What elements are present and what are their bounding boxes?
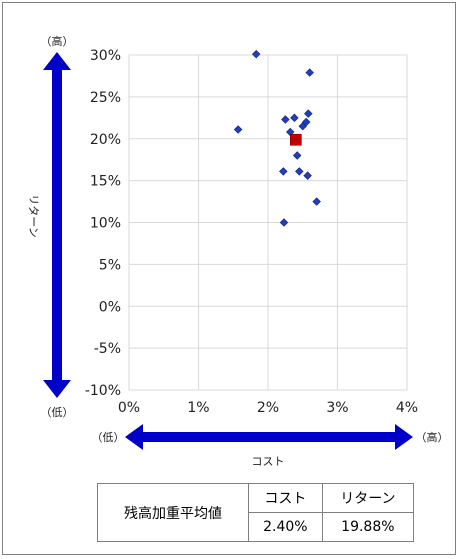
summary-return-header: リターン <box>321 483 415 513</box>
data-point-diamond <box>312 197 321 206</box>
summary-row-label: 残高加重平均値 <box>97 483 249 542</box>
y-axis-label: リターン <box>27 194 40 237</box>
data-point-diamond <box>279 218 289 227</box>
y-tick-label: 5% <box>99 257 121 273</box>
x-tick-labels: 0% 1% 2% 3% 4% <box>118 400 418 416</box>
x-tick-label: 4% <box>396 400 418 416</box>
summary-cost-header: コスト <box>248 483 323 513</box>
y-tick-label: -5% <box>94 341 121 357</box>
data-point-diamond <box>303 171 312 180</box>
scatter-chart: 30% 25% 20% 15% 10% 5% 0% -5% -10% 0% 1% 2% 3% 4% （高… <box>27 34 449 468</box>
summary-return-value: 19.88% <box>321 512 415 542</box>
y-tick-label: 30% <box>90 48 121 64</box>
x-tick-label: 0% <box>118 400 140 416</box>
return-high-label: （高） <box>41 34 74 48</box>
x-tick-label: 3% <box>326 400 348 416</box>
cost-high-label: （高） <box>416 430 449 444</box>
data-point-diamond <box>233 125 243 134</box>
data-points <box>233 49 321 227</box>
y-tick-label: 10% <box>90 216 121 232</box>
x-tick-label: 2% <box>257 400 279 416</box>
y-tick-label: 0% <box>99 299 121 315</box>
cost-axis-arrow <box>125 424 413 450</box>
cost-low-label: （低） <box>92 431 125 444</box>
weighted-average-point <box>289 133 302 146</box>
data-point-diamond <box>281 115 290 124</box>
grid <box>128 54 408 391</box>
chart-frame <box>2 2 456 555</box>
summary-cost-value: 2.40% <box>248 512 323 542</box>
x-axis-label: コスト <box>252 455 285 468</box>
y-tick-label: -10% <box>85 383 121 399</box>
y-tick-labels: 30% 25% 20% 15% 10% 5% 0% -5% -10% <box>85 48 121 399</box>
data-point-diamond <box>251 49 261 59</box>
y-tick-label: 20% <box>90 132 121 148</box>
data-point-diamond <box>304 109 313 118</box>
y-tick-label: 25% <box>90 90 121 106</box>
summary-table: 残高加重平均値 コスト リターン 2.40% 19.88% <box>97 483 415 542</box>
y-tick-label: 15% <box>90 174 121 190</box>
return-axis-arrow <box>43 52 71 398</box>
data-point-diamond <box>292 151 302 160</box>
x-tick-label: 1% <box>187 400 209 416</box>
data-point-diamond <box>298 121 307 131</box>
data-point-diamond <box>290 113 299 123</box>
return-low-label: （低） <box>41 406 74 419</box>
data-point-diamond <box>295 167 304 176</box>
data-point-diamond <box>305 68 314 77</box>
data-point-diamond <box>279 167 288 176</box>
